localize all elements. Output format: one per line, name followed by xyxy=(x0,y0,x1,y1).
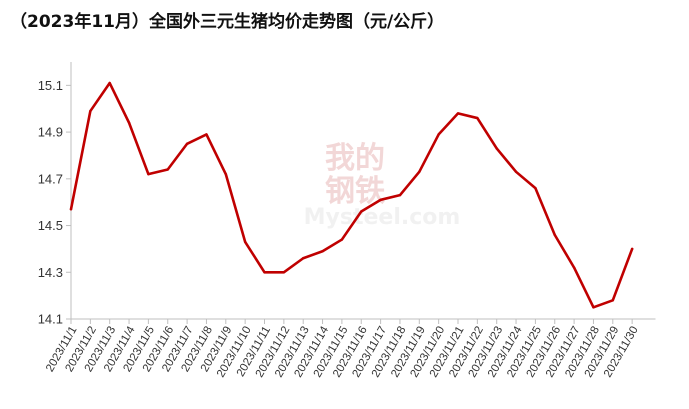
data-point xyxy=(553,233,556,237)
data-point xyxy=(572,266,576,269)
data-point xyxy=(360,210,363,213)
y-tick-label: 14.1 xyxy=(38,312,63,327)
data-point xyxy=(263,271,266,274)
data-point xyxy=(611,299,614,302)
data-point xyxy=(282,271,286,274)
data-point xyxy=(321,250,324,253)
data-point xyxy=(418,170,421,174)
data-point xyxy=(89,109,92,113)
data-point xyxy=(69,207,73,211)
data-point xyxy=(495,147,498,150)
y-tick-label: 14.9 xyxy=(38,125,63,140)
data-point xyxy=(340,238,344,241)
y-tick-label: 14.5 xyxy=(38,218,63,233)
y-tick-label: 14.7 xyxy=(38,171,63,186)
series-group xyxy=(69,81,634,309)
data-point xyxy=(127,121,131,124)
data-point xyxy=(630,247,634,251)
data-point xyxy=(398,193,402,197)
watermark-line1: 我的 xyxy=(325,141,385,176)
series-line xyxy=(69,81,634,309)
data-point xyxy=(243,240,247,244)
data-point xyxy=(205,133,208,136)
data-point xyxy=(592,306,595,309)
data-point xyxy=(166,168,169,171)
data-point xyxy=(224,172,227,176)
y-axis-ticks: 14.1 14.3 14.5 14.7 14.9 15.1 xyxy=(38,78,71,327)
data-point xyxy=(514,170,518,174)
data-point xyxy=(379,198,382,202)
y-tick-label: 14.3 xyxy=(38,265,63,280)
y-tick-label: 15.1 xyxy=(38,78,63,93)
data-point xyxy=(185,142,189,145)
x-axis-ticks: 2023/11/12023/11/22023/11/32023/11/42023… xyxy=(44,319,641,380)
data-point xyxy=(108,81,111,85)
axes xyxy=(70,62,656,320)
data-point xyxy=(437,133,440,136)
data-point xyxy=(456,112,460,115)
data-point xyxy=(302,257,305,260)
data-point xyxy=(147,172,150,176)
data-point xyxy=(534,186,537,190)
watermark: 我的 钢铁 Mysteel.com xyxy=(304,141,461,230)
data-point xyxy=(476,116,479,120)
watermark-line3: Mysteel.com xyxy=(304,205,461,230)
chart-title: （2023年11月）全国外三元生猪均价走势图（元/公斤） xyxy=(10,12,445,32)
